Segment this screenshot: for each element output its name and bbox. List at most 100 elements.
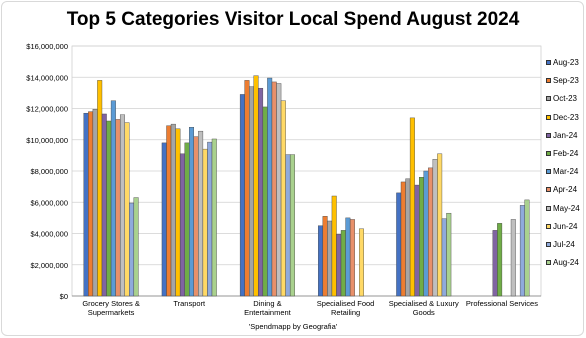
x-tick-label: Specialised & Luxury [389, 299, 459, 308]
y-tick-label: $16,000,000 [26, 42, 68, 51]
bar [349, 219, 355, 297]
x-tick-label: Retailing [331, 308, 360, 317]
bar [198, 130, 204, 297]
bar [133, 197, 139, 297]
legend-label: Jan-24 [553, 130, 578, 140]
bar [193, 136, 199, 297]
legend-label: Mar-24 [553, 167, 579, 177]
x-tick-label: Grocery Stores & [82, 299, 140, 308]
x-tick-label: Professional Services [466, 299, 538, 308]
legend-swatch [546, 205, 551, 211]
bar [115, 119, 121, 297]
bar [88, 111, 94, 297]
legend-swatch [546, 169, 551, 175]
bar [289, 154, 295, 297]
x-tick-label: Specialised Food [317, 299, 375, 308]
bar [110, 100, 116, 297]
legend-label: Aug-23 [553, 58, 579, 67]
bar [207, 141, 213, 297]
x-tick-label: Dining & [253, 299, 281, 308]
legend-swatch [546, 114, 551, 120]
bar [432, 159, 438, 297]
legend-swatch [546, 223, 551, 229]
bar [414, 184, 420, 297]
legend-label: May-24 [553, 203, 580, 213]
bar [249, 86, 254, 297]
bar [400, 181, 406, 297]
bar [340, 230, 346, 297]
legend-label: Aug-24 [553, 258, 579, 268]
bar [409, 117, 415, 297]
legend-swatch [546, 96, 551, 102]
bar [331, 195, 337, 297]
bar [322, 216, 328, 297]
legend-swatch [546, 60, 551, 65]
x-tick-label: Transport [173, 299, 206, 308]
bar [97, 80, 103, 297]
legend-label: Jul-24 [553, 240, 575, 249]
bar [253, 75, 259, 297]
bar [492, 230, 498, 297]
legend-label: Sep-23 [553, 76, 579, 86]
chart-caption: 'Spendmapp by Geografia' [248, 322, 338, 331]
bar [419, 177, 424, 297]
bar [175, 128, 181, 297]
bar [106, 120, 112, 297]
legend-swatch [546, 187, 551, 193]
legend-swatch [546, 132, 551, 138]
y-tick-label: $12,000,000 [26, 105, 68, 114]
bar [276, 83, 282, 297]
bar [119, 114, 125, 297]
bar [524, 199, 530, 297]
bar [497, 223, 503, 297]
bar [101, 113, 107, 297]
legend-label: Feb-24 [553, 149, 579, 158]
bar [170, 123, 176, 297]
y-tick-label: $14,000,000 [26, 73, 68, 82]
bar [211, 138, 217, 297]
bar [336, 234, 342, 297]
bar [258, 87, 264, 297]
bar [396, 192, 402, 297]
bar [441, 218, 447, 297]
bar [285, 154, 291, 297]
x-tick-label: Entertainment [244, 308, 292, 317]
y-tick-label: $10,000,000 [26, 136, 68, 145]
bar [239, 94, 245, 297]
bar [179, 153, 185, 297]
bar [124, 122, 130, 297]
bar [244, 80, 250, 297]
legend-swatch [546, 151, 551, 156]
bar [327, 220, 333, 297]
chart-title: Top 5 Categories Visitor Local Spend Aug… [66, 9, 520, 30]
bar [437, 153, 443, 297]
x-tick-label: Goods [413, 308, 435, 317]
y-tick-label: $0 [60, 292, 68, 301]
bar [189, 127, 195, 297]
y-tick-label: $8,000,000 [30, 167, 68, 176]
bar [262, 106, 268, 297]
legend-swatch [546, 78, 551, 84]
x-tick-label: Supermarkets [88, 308, 135, 317]
bar [359, 228, 364, 297]
bar [345, 217, 351, 297]
legend-label: Oct-23 [553, 94, 578, 104]
bar [446, 212, 452, 297]
legend-label: Jun-24 [553, 221, 578, 231]
bar [280, 100, 286, 297]
bar [166, 125, 172, 297]
bar [423, 170, 429, 297]
bar [510, 219, 516, 297]
bar [184, 142, 190, 297]
bar [161, 142, 167, 297]
legend-swatch [546, 260, 551, 266]
legend-label: Apr-24 [553, 185, 578, 195]
y-tick-label: $4,000,000 [30, 230, 68, 239]
legend-label: Dec-23 [553, 112, 579, 122]
bar [92, 109, 98, 297]
y-tick-label: $2,000,000 [30, 261, 68, 270]
y-tick-label: $6,000,000 [30, 198, 68, 207]
bar [129, 202, 135, 297]
bar [405, 178, 411, 297]
bar [267, 77, 273, 297]
